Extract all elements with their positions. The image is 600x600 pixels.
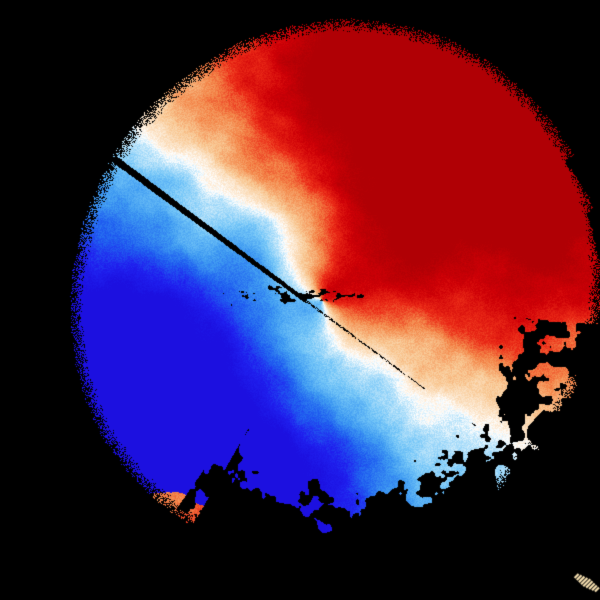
radar-display: Doppler Radar Radial Velocity PPI inboun…: [0, 0, 600, 600]
radar-velocity-canvas: [0, 0, 600, 600]
